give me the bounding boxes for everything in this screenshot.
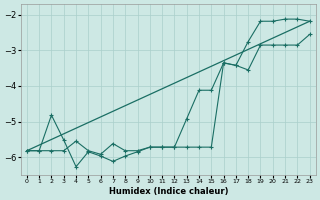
X-axis label: Humidex (Indice chaleur): Humidex (Indice chaleur) <box>108 187 228 196</box>
